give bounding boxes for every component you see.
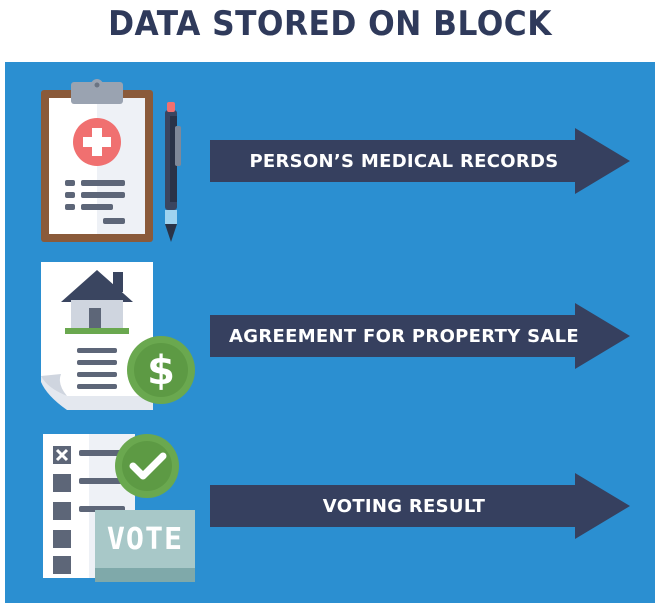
- svg-text:$: $: [147, 348, 175, 394]
- arrow-medical-records: [210, 128, 630, 194]
- medical-clipboard-icon: [41, 79, 181, 242]
- label-voting-result: VOTING RESULT: [322, 495, 486, 517]
- label-property-sale: AGREEMENT FOR PROPERTY SALE: [229, 325, 579, 347]
- property-document-icon: $: [41, 262, 195, 410]
- blue-panel: PERSON’S MEDICAL RECORDS $: [5, 62, 655, 603]
- page-title: DATA STORED ON BLOCK: [108, 4, 552, 44]
- arrow-property-sale: [210, 303, 630, 369]
- voting-checklist-icon: [43, 434, 195, 582]
- label-medical-records: PERSON’S MEDICAL RECORDS: [249, 150, 559, 172]
- arrow-voting-result: [210, 473, 630, 539]
- vote-sign-text: VOTE: [106, 521, 184, 557]
